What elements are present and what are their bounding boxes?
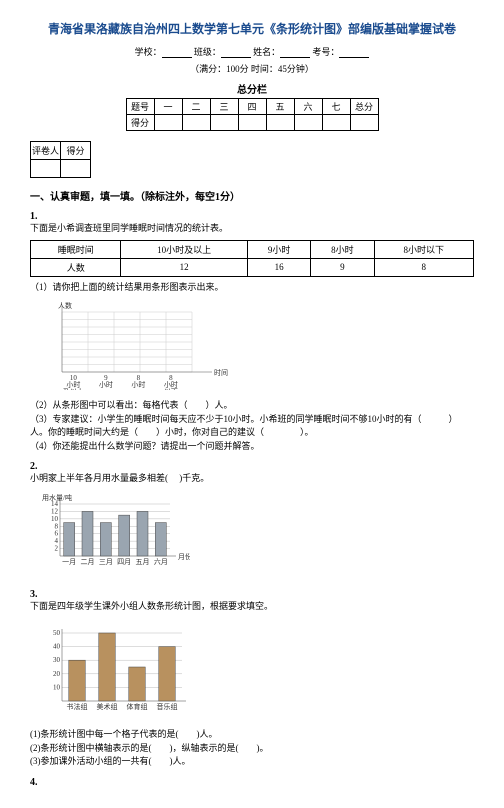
col-5: 五 — [266, 99, 294, 115]
svg-text:6: 6 — [55, 529, 59, 537]
svg-text:以下: 以下 — [164, 388, 178, 390]
svg-text:10: 10 — [53, 683, 61, 691]
row-score-cell: 得分 — [126, 115, 154, 131]
q3-p3: (3)参加课外活动小组的一共有( )人。 — [30, 755, 474, 769]
svg-text:时间: 时间 — [214, 368, 228, 377]
svg-text:六月: 六月 — [154, 557, 168, 566]
q1-p1: （1）请你把上面的统计结果用条形图表示出来。 — [30, 281, 474, 295]
score-row-header: 题号 一 二 三 四 五 六 七 总分 — [126, 99, 378, 115]
score-block-title: 总分栏 — [30, 81, 474, 96]
q2-num: 2. — [30, 461, 474, 472]
timing: （满分：100分 时间：45分钟） — [30, 62, 474, 75]
q1-table-row1: 睡眠时间 10小时及以上 9小时 8小时 8小时以下 — [31, 240, 474, 258]
svg-text:书法组: 书法组 — [67, 702, 88, 711]
class-label: 班级： — [194, 47, 221, 57]
school-blank[interactable] — [162, 48, 192, 58]
q3-bar-chart: 10 20 30 40 50 书法组美术组体育组音乐组 — [40, 619, 200, 719]
svg-text:小时: 小时 — [131, 380, 145, 389]
svg-text:二月: 二月 — [81, 558, 95, 566]
svg-text:音乐组: 音乐组 — [157, 702, 178, 711]
q1-p4: （4）你还能提出什么数学问题？请提出一个问题并解答。 — [30, 440, 474, 454]
class-blank[interactable] — [221, 48, 251, 58]
reviewer-score-label: 得分 — [61, 142, 91, 160]
score-row-score: 得分 — [126, 115, 378, 131]
exam-title: 青海省果洛藏族自治州四上数学第七单元《条形统计图》部编版基础掌握试卷 — [30, 20, 474, 37]
score-table: 题号 一 二 三 四 五 六 七 总分 得分 — [126, 98, 379, 131]
col-1: 一 — [154, 99, 182, 115]
col-2: 二 — [182, 99, 210, 115]
svg-text:2: 2 — [55, 544, 59, 552]
svg-text:12: 12 — [51, 507, 59, 515]
q1-intro: 下面是小希调查班里同学睡眠时间情况的统计表。 — [30, 222, 474, 236]
q3-intro: 下面是四年级学生课外小组人数条形统计图，根据要求填空。 — [30, 600, 474, 614]
name-blank[interactable] — [280, 48, 310, 58]
svg-text:30: 30 — [53, 656, 61, 664]
svg-text:8: 8 — [55, 522, 59, 530]
q1-p2: （2）从条形图中可以看出：每格代表（ ）人。 — [30, 399, 474, 413]
svg-text:体育组: 体育组 — [127, 702, 148, 711]
svg-text:三月: 三月 — [99, 558, 113, 566]
q1-empty-grid-chart: 人数时间10小时及以上9小时8小时8小时以下 — [40, 300, 260, 390]
meta-line-1: 学校： 班级： 姓名： 考号： — [30, 45, 474, 58]
name-label: 姓名： — [253, 47, 280, 57]
q1-data-table: 睡眠时间 10小时及以上 9小时 8小时 8小时以下 人数 12 16 9 8 — [30, 240, 474, 277]
q3-p2: (2)条形统计图中横轴表示的是( )，纵轴表示的是( )。 — [30, 742, 474, 756]
svg-text:人数: 人数 — [58, 301, 72, 310]
q1-num: 1. — [30, 211, 474, 222]
q2-intro: 小明家上半年各月用水量最多相差( )千克。 — [30, 472, 474, 486]
reviewer-label: 评卷人 — [31, 142, 61, 160]
col-total: 总分 — [350, 99, 378, 115]
col-7: 七 — [322, 99, 350, 115]
svg-text:40: 40 — [53, 643, 61, 651]
svg-text:用水量/吨: 用水量/吨 — [42, 493, 72, 502]
examno-label: 考号： — [312, 47, 339, 57]
svg-text:10: 10 — [51, 514, 59, 522]
svg-text:及以上: 及以上 — [63, 387, 84, 390]
svg-text:美术组: 美术组 — [97, 702, 118, 711]
svg-text:4: 4 — [55, 537, 59, 545]
reviewer-table: 评卷人 得分 — [30, 141, 91, 178]
q1-table-row2: 人数 12 16 9 8 — [31, 258, 474, 276]
row-id-cell: 题号 — [126, 99, 154, 115]
q2-bar-chart: 2468101214用水量/吨月份一月二月三月四月五月六月 — [40, 492, 190, 572]
svg-text:四月: 四月 — [117, 558, 131, 566]
svg-text:20: 20 — [53, 670, 61, 678]
school-label: 学校： — [135, 47, 162, 57]
section-1-head: 一、认真审题，填一填。（除标注外，每空1分） — [30, 188, 474, 203]
col-3: 三 — [210, 99, 238, 115]
svg-text:一月: 一月 — [62, 558, 76, 566]
examno-blank[interactable] — [339, 48, 369, 58]
q3-num: 3. — [30, 589, 474, 600]
col-6: 六 — [294, 99, 322, 115]
svg-text:小时: 小时 — [99, 380, 113, 389]
q1-p3: （3）专家建议：小学生的睡眠时间每天应不少于10小时。小希班的同学睡眠时间不够1… — [30, 413, 474, 440]
q3-p1: (1)条形统计图中每一个格子代表的是( )人。 — [30, 728, 474, 742]
svg-text:50: 50 — [53, 629, 61, 637]
svg-text:月份: 月份 — [178, 552, 190, 561]
svg-text:五月: 五月 — [136, 558, 150, 566]
col-4: 四 — [238, 99, 266, 115]
q4-num: 4. — [30, 777, 474, 788]
